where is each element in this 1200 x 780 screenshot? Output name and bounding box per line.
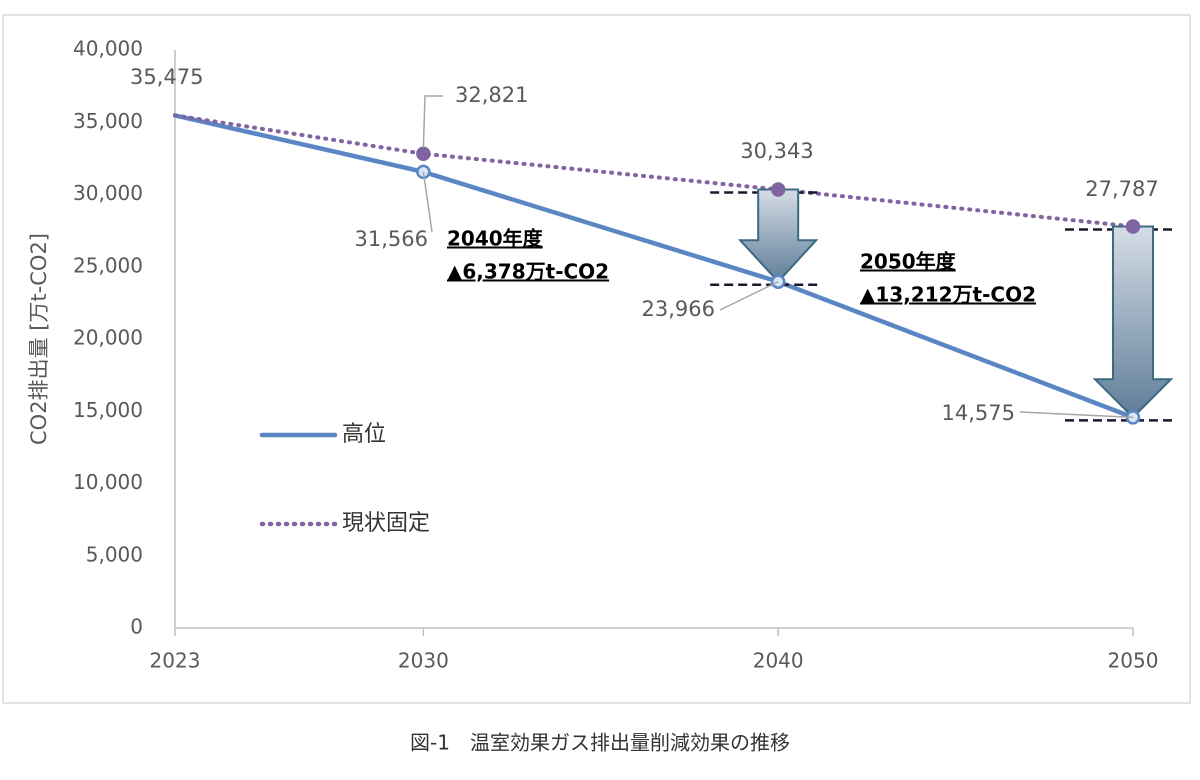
x-tick-label: 2030 (398, 649, 449, 673)
legend-label: 現状固定 (342, 511, 430, 536)
leader-line (422, 171, 433, 233)
data-point (416, 146, 431, 161)
y-tick-label: 15,000 (73, 398, 143, 422)
annotation: 2050年度 (860, 250, 957, 274)
y-tick-label: 5,000 (86, 542, 143, 566)
y-tick-label: 10,000 (73, 470, 143, 494)
y-axis-label: CO2排出量 [万t-CO2] (27, 233, 51, 445)
leader-line (1019, 411, 1134, 419)
data-label: 32,821 (455, 83, 528, 107)
y-tick-label: 0 (130, 615, 143, 639)
data-point (770, 182, 786, 197)
data-point (1125, 219, 1141, 234)
x-tick-label: 2023 (150, 649, 201, 673)
y-tick-label: 35,000 (73, 109, 143, 133)
x-tick-label: 2050 (1108, 649, 1159, 673)
annotation: ▲6,378万t-CO2 (447, 260, 609, 284)
caption: 図-1 温室効果ガス排出量削減効果の推移 (410, 731, 790, 755)
difference-arrow (1092, 225, 1174, 419)
data-label: 30,343 (740, 139, 813, 163)
y-tick-label: 25,000 (73, 253, 143, 277)
y-tick-label: 30,000 (73, 181, 143, 205)
data-label: 14,575 (942, 401, 1015, 425)
annotation: ▲13,212万t-CO2 (860, 283, 1036, 307)
chart-frame (2, 14, 1191, 704)
x-tick-label: 2040 (753, 649, 804, 673)
y-tick-label: 40,000 (73, 37, 143, 61)
series-line (172, 113, 1136, 420)
y-tick-label: 20,000 (73, 326, 143, 350)
data-label: 35,475 (130, 65, 203, 89)
series-line (173, 113, 1135, 229)
annotation: 2040年度 (447, 227, 544, 251)
data-label: 27,787 (1085, 177, 1158, 201)
legend-label: 高位 (342, 422, 386, 447)
difference-arrow (737, 188, 819, 284)
leader-line (719, 281, 779, 311)
data-label: 23,966 (642, 297, 715, 321)
data-label: 31,566 (355, 227, 428, 251)
leader-line (422, 95, 443, 148)
